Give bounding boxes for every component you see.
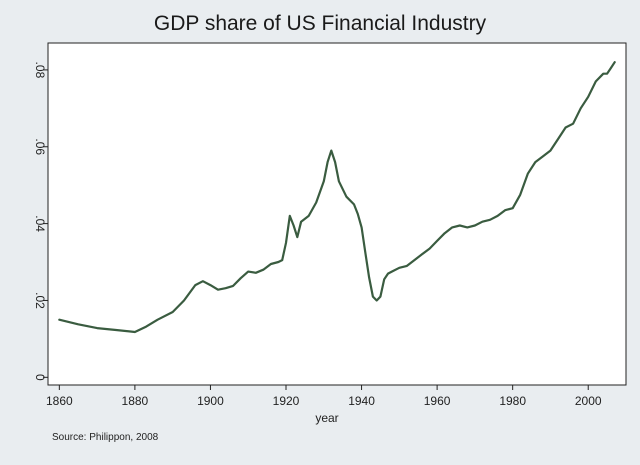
x-axis: 1860 1880 1900 1920 1940 1960 1980 2000 [46,385,602,408]
y-axis: 0 .02 .04 .06 .08 [33,62,48,381]
x-tick-label: 2000 [575,394,602,408]
x-tick-label: 1980 [499,394,526,408]
y-tick-label: .08 [33,62,47,79]
x-tick-label: 1900 [197,394,224,408]
x-axis-title: year [315,411,338,425]
x-tick-label: 1860 [46,394,73,408]
source-note: Source: Philippon, 2008 [52,432,159,443]
y-tick-label: .02 [33,292,47,309]
gdp-share-line [58,61,616,334]
x-tick-label: 1940 [348,394,375,408]
y-tick-label: 0 [33,374,47,381]
y-tick-label: .06 [33,138,47,155]
x-tick-label: 1920 [273,394,300,408]
chart-title: GDP share of US Financial Industry [153,12,487,35]
x-tick-label: 1960 [424,394,451,408]
x-tick-label: 1880 [122,394,149,408]
y-tick-label: .04 [33,215,47,232]
plot-area [47,42,627,386]
